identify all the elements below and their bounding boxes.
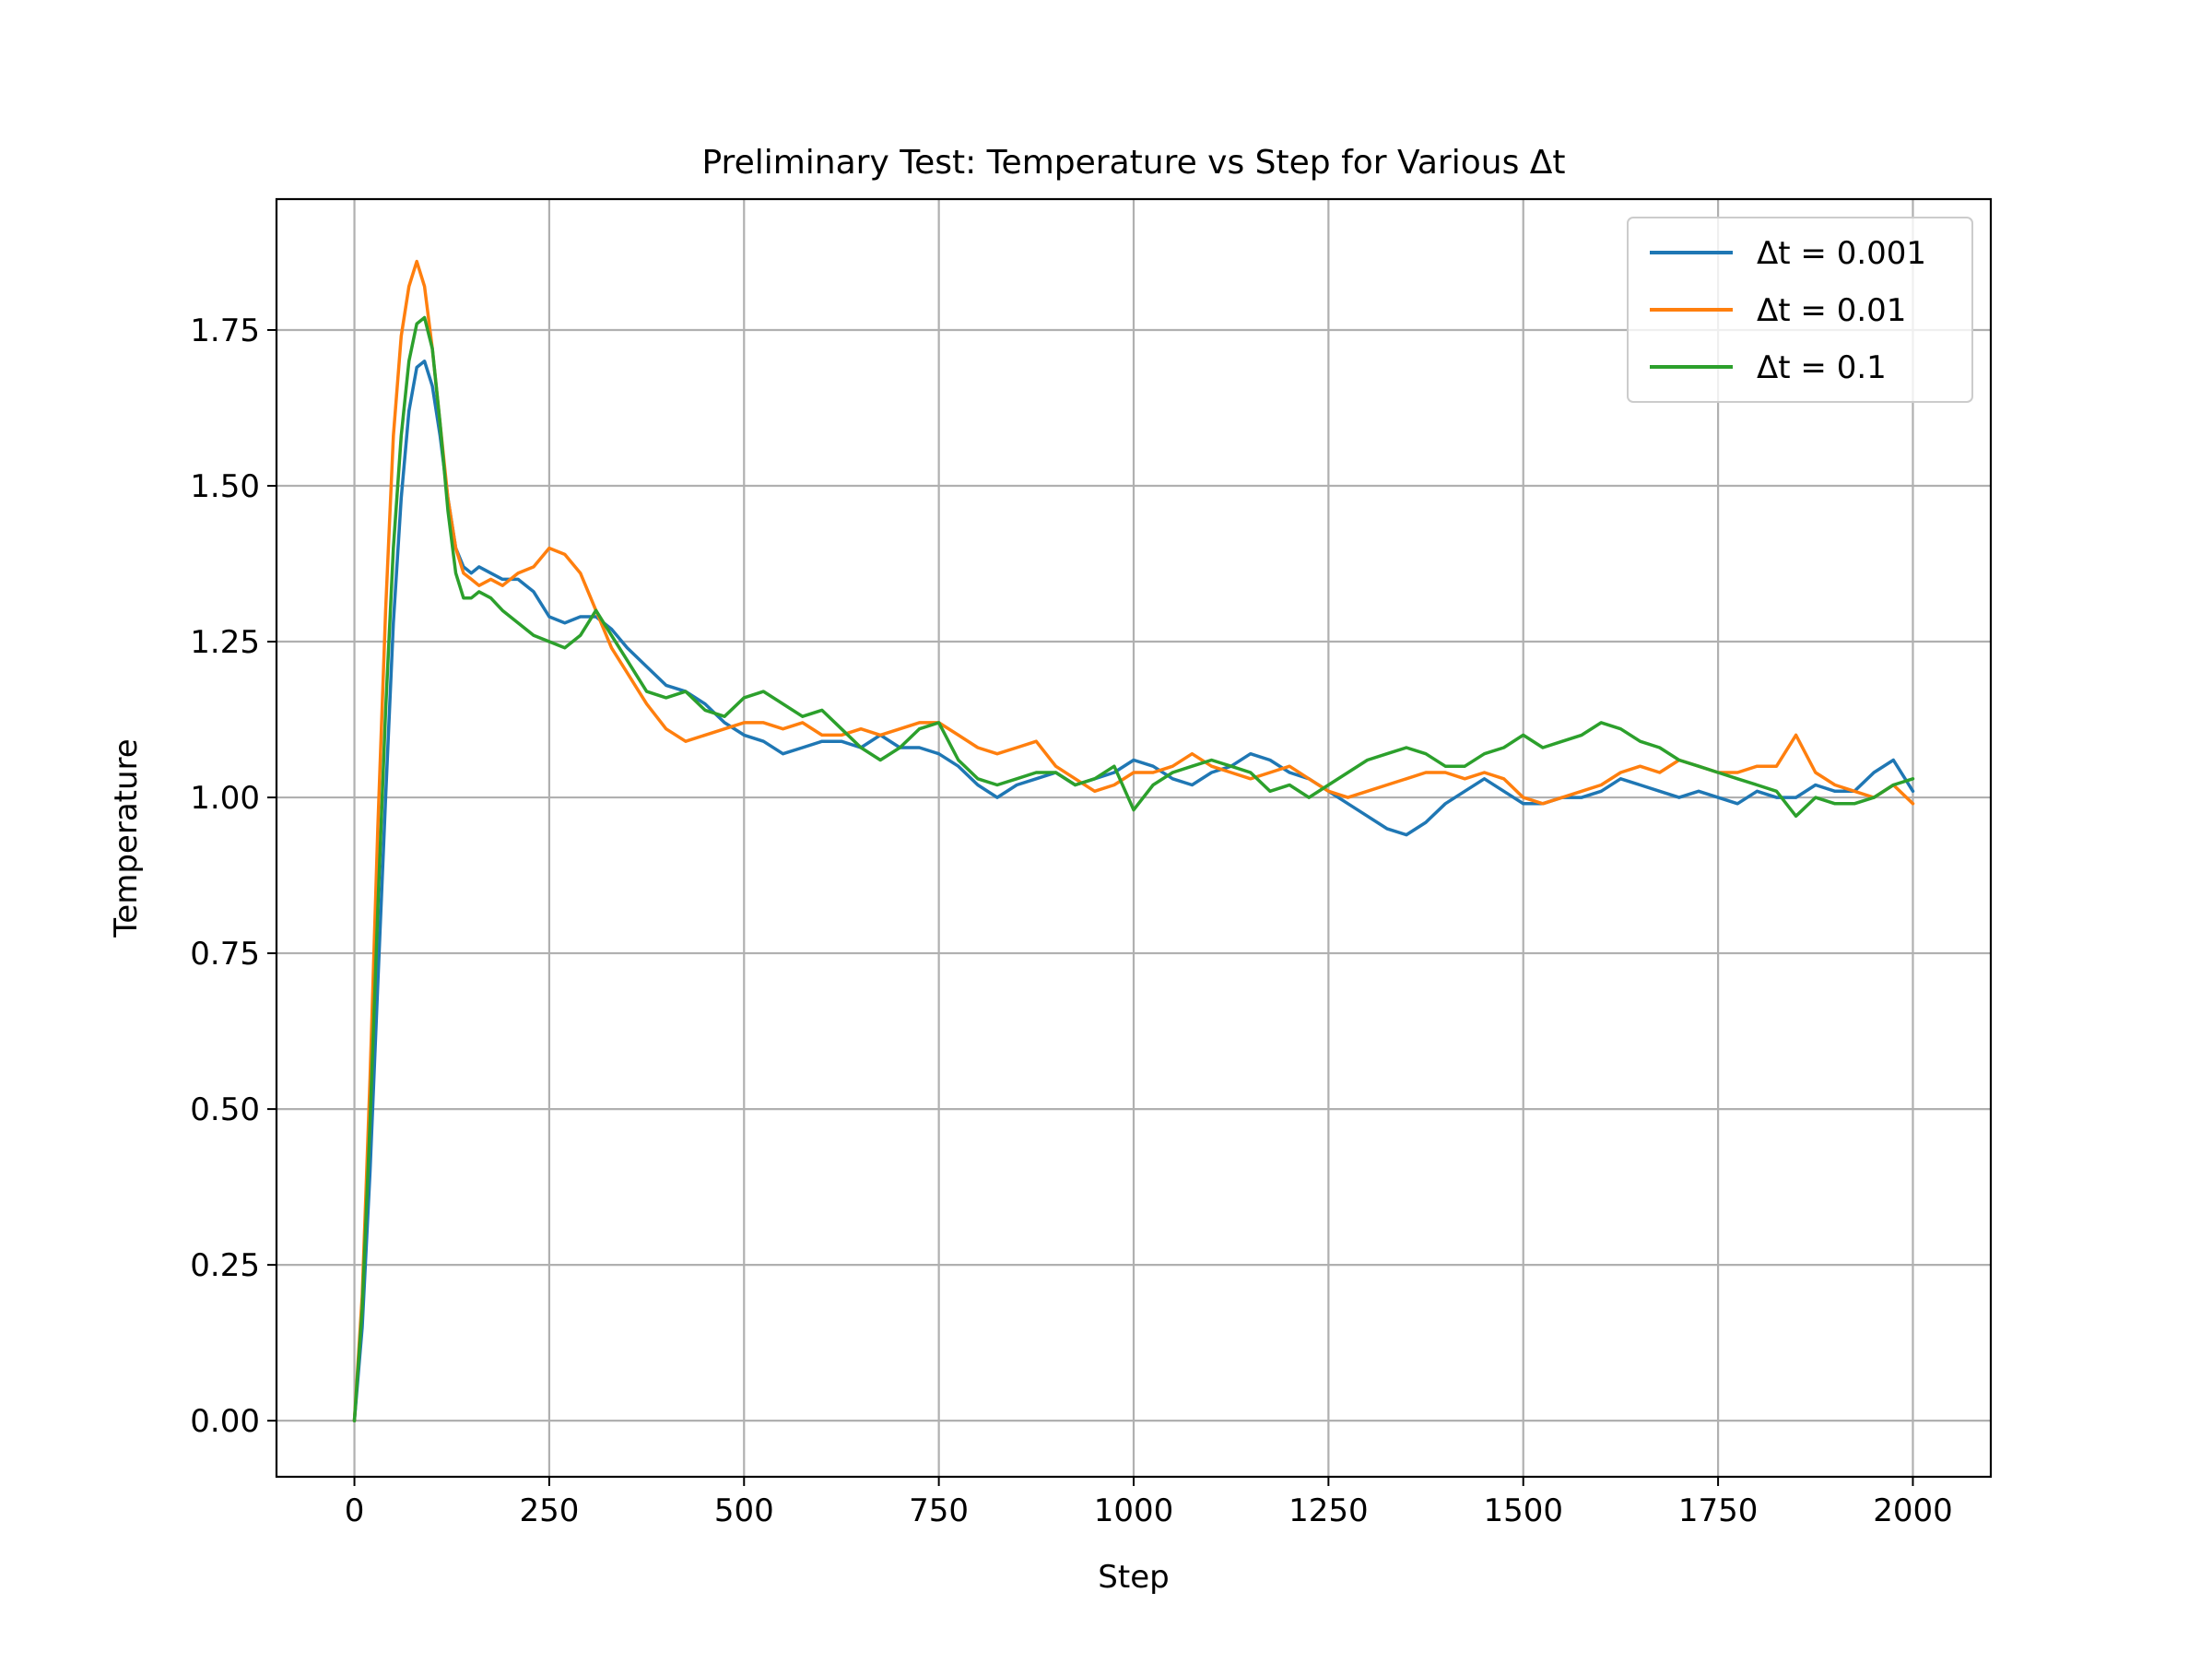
x-tick-label: 250 bbox=[519, 1492, 579, 1529]
series-lines bbox=[352, 259, 1915, 1422]
y-axis-label: Temperature bbox=[108, 738, 145, 938]
y-tick-label: 1.00 bbox=[190, 780, 260, 817]
chart-title: Preliminary Test: Temperature vs Step fo… bbox=[701, 144, 1565, 182]
y-tick-label: 1.50 bbox=[190, 468, 260, 505]
y-tick-label: 0.75 bbox=[190, 936, 260, 973]
grid bbox=[276, 199, 1991, 1477]
x-axis-ticks: 0 250 500 750 1000 1250 1500 1750 2000 bbox=[345, 1477, 1953, 1529]
y-tick-label: 0.00 bbox=[190, 1403, 260, 1440]
legend-label-3: Δt = 0.1 bbox=[1757, 349, 1887, 386]
x-tick-label: 500 bbox=[714, 1492, 774, 1529]
x-tick-label: 1000 bbox=[1094, 1492, 1174, 1529]
y-tick-label: 1.75 bbox=[190, 313, 260, 349]
y-tick-label: 0.50 bbox=[190, 1091, 260, 1128]
x-tick-label: 2000 bbox=[1873, 1492, 1953, 1529]
series-line-3 bbox=[352, 315, 1915, 1422]
x-tick-label: 1750 bbox=[1678, 1492, 1759, 1529]
legend-label-1: Δt = 0.001 bbox=[1757, 235, 1926, 272]
legend: Δt = 0.001 Δt = 0.01 Δt = 0.1 bbox=[1627, 217, 1973, 403]
series-line-2 bbox=[352, 259, 1915, 1422]
x-tick-label: 1250 bbox=[1288, 1492, 1369, 1529]
x-tick-label: 750 bbox=[909, 1492, 969, 1529]
legend-label-2: Δt = 0.01 bbox=[1757, 292, 1906, 329]
legend-box bbox=[1627, 217, 1973, 403]
y-tick-label: 1.25 bbox=[190, 624, 260, 661]
x-tick-label: 1500 bbox=[1483, 1492, 1563, 1529]
series-line-1 bbox=[352, 360, 1915, 1422]
x-axis-label: Step bbox=[1098, 1559, 1169, 1596]
x-tick-label: 0 bbox=[345, 1492, 365, 1529]
y-tick-label: 0.25 bbox=[190, 1247, 260, 1284]
y-axis-ticks: 0.00 0.25 0.50 0.75 1.00 1.25 1.50 1.75 bbox=[190, 313, 276, 1440]
